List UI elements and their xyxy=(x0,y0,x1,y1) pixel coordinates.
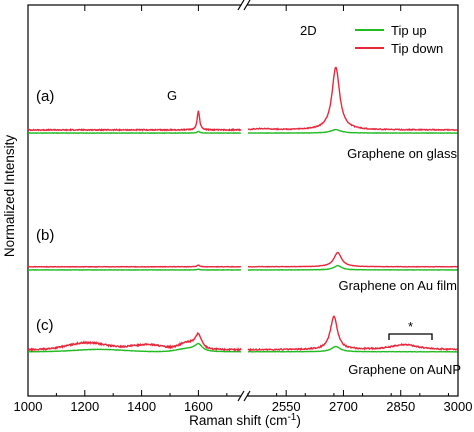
series-tip-down-panel-b-seg1 xyxy=(247,251,458,268)
x-tick-label: 2700 xyxy=(329,399,358,414)
x-tick-label: 1000 xyxy=(14,399,43,414)
panel-label-a: (a) xyxy=(36,88,54,105)
x-tick-label: 2550 xyxy=(272,399,301,414)
axis-break-gap-bottom xyxy=(241,392,248,400)
x-tick-label: 2850 xyxy=(386,399,415,414)
series-tip-up-panel-c-seg0 xyxy=(27,342,242,353)
x-axis-title: Raman shift (cm-1) xyxy=(189,412,301,429)
axis-break-mark-top xyxy=(243,0,251,11)
peak-label-g: G xyxy=(167,88,177,103)
y-axis-title: Normalized Intensity xyxy=(2,135,17,258)
x-tick-label: 1600 xyxy=(184,399,213,414)
x-tick-label: 1400 xyxy=(127,399,156,414)
series-tip-down-panel-c-seg1 xyxy=(247,315,459,352)
legend-label-tip-up: Tip up xyxy=(391,23,427,38)
caption-au-film: Graphene on Au film xyxy=(338,278,457,293)
legend: Tip up Tip down xyxy=(355,23,443,56)
series-tip-down-panel-c-seg0 xyxy=(27,331,242,353)
plot-frame xyxy=(27,4,459,397)
series-tip-up-panel-b-seg0 xyxy=(28,268,242,271)
peak-label-2d: 2D xyxy=(300,23,317,38)
panel-label-c: (c) xyxy=(36,317,54,334)
axis-break-mark-bottom xyxy=(243,390,251,402)
bracket-star xyxy=(388,333,433,340)
chart-marks: 1000 1200 1400 1600 2550 2700 2850 3000 xyxy=(14,0,473,414)
axis-break-gap-top xyxy=(241,1,248,9)
series-tip-up-panel-c-seg1 xyxy=(248,345,458,353)
series-tip-up-panel-b-seg1 xyxy=(248,264,458,271)
caption-glass: Graphene on glass xyxy=(347,146,457,161)
series-tip-down-panel-a-seg1 xyxy=(248,66,458,132)
caption-aunp: Graphene on AuNP xyxy=(348,362,461,377)
axis-break-mark-top xyxy=(237,0,245,11)
axis-break-mark-bottom xyxy=(237,390,245,402)
series-tip-up-panel-a-seg1 xyxy=(247,128,458,134)
series-tip-down-panel-a-seg0 xyxy=(27,110,242,132)
peak-label-star: * xyxy=(408,319,413,334)
series-tip-up-panel-a-seg0 xyxy=(27,130,242,135)
x-tick-label: 3000 xyxy=(444,399,473,414)
legend-label-tip-down: Tip down xyxy=(391,41,443,56)
panel-label-b: (b) xyxy=(36,227,54,244)
x-tick-label: 1200 xyxy=(70,399,99,414)
series-tip-down-panel-b-seg0 xyxy=(27,264,242,268)
